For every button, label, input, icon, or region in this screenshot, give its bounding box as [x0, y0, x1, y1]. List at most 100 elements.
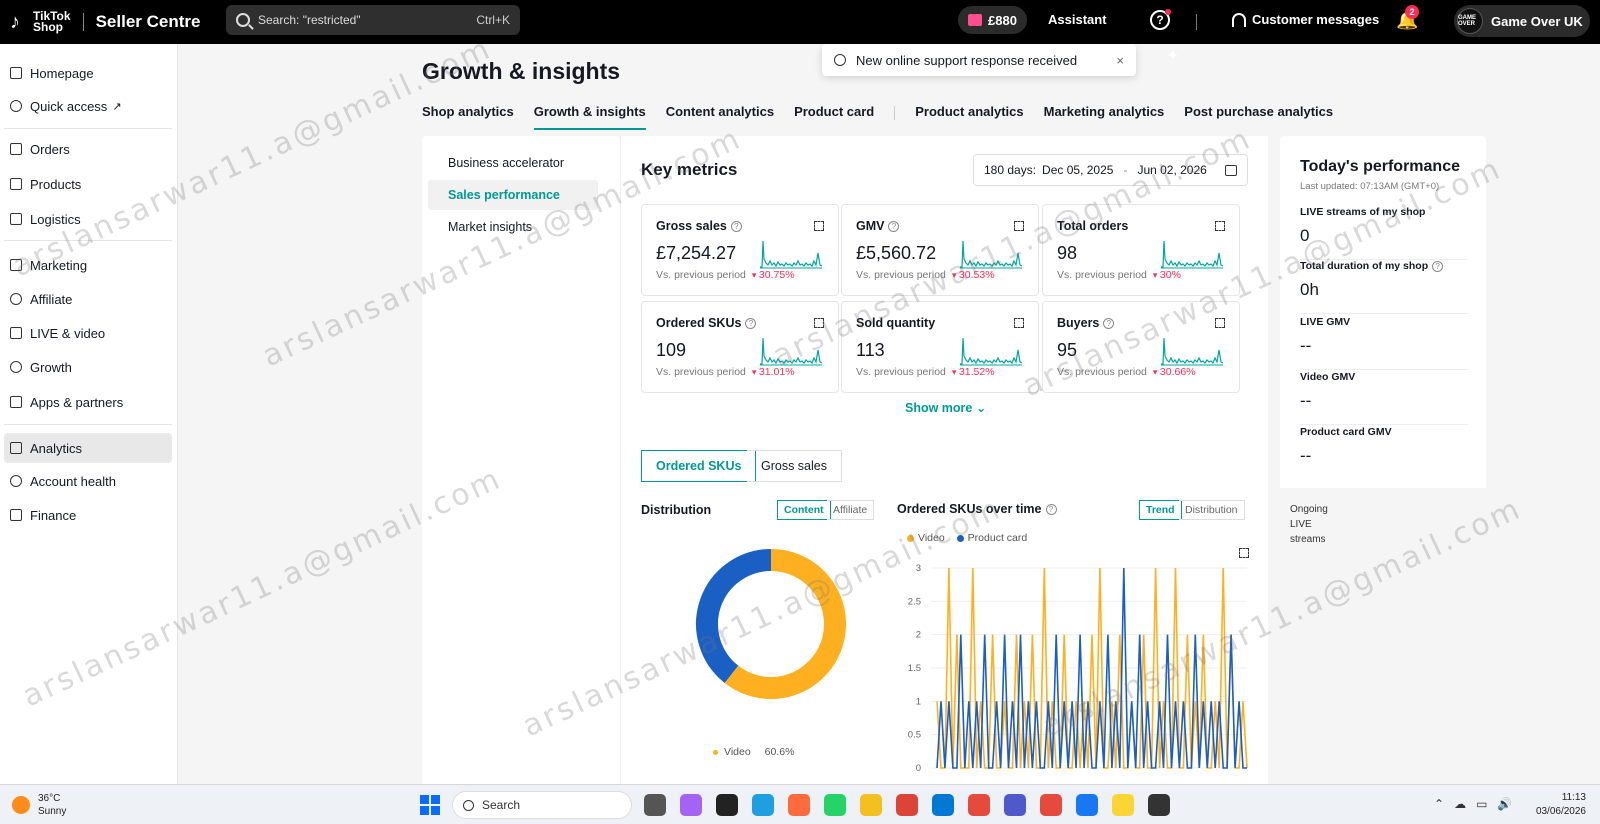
expand-icon[interactable]: [1215, 318, 1225, 328]
segment-gross-sales[interactable]: Gross sales: [747, 450, 842, 482]
subnav-market-insights[interactable]: Market insights: [448, 220, 533, 234]
network-icon[interactable]: ▭: [1476, 797, 1488, 811]
taskbar-search[interactable]: Search: [452, 791, 632, 819]
range-label: 180 days:: [984, 163, 1037, 177]
sidebar-item-analytics[interactable]: Analytics: [4, 433, 172, 463]
sidebar-item-marketing[interactable]: Marketing: [4, 250, 172, 280]
sidebar-item-logistics[interactable]: Logistics: [4, 204, 172, 234]
balance-button[interactable]: £880: [958, 6, 1027, 34]
help-icon[interactable]: ?: [1432, 260, 1444, 272]
weather-widget[interactable]: 36°C Sunny: [12, 792, 66, 818]
sidebar-item-finance[interactable]: Finance: [4, 500, 172, 530]
subnav-business-accelerator[interactable]: Business accelerator: [448, 156, 565, 170]
expand-icon[interactable]: [814, 318, 824, 328]
teams-icon[interactable]: [1004, 794, 1026, 816]
chatgpt-icon[interactable]: [716, 794, 738, 816]
clock-date: 03/06/2026: [1535, 806, 1586, 817]
help-icon[interactable]: ?: [745, 317, 757, 329]
metric-sparkline: [760, 240, 822, 269]
tab-marketing-analytics[interactable]: Marketing analytics: [1043, 104, 1165, 119]
legend-item[interactable]: Product card: [956, 532, 1027, 544]
subnav-sales-performance[interactable]: Sales performance: [428, 180, 598, 210]
close-icon[interactable]: ×: [1116, 52, 1124, 68]
account-menu[interactable]: GAME OVER Game Over UK: [1454, 5, 1590, 37]
distribution-tab-affiliate[interactable]: Affiliate: [827, 500, 875, 520]
sidebar-item-homepage[interactable]: Homepage: [4, 58, 172, 88]
expand-icon[interactable]: [1014, 221, 1024, 231]
chrome-profile-icon[interactable]: [968, 794, 990, 816]
show-more-button[interactable]: Show more ⌄: [905, 401, 987, 415]
segment-ordered-skus[interactable]: Ordered SKUs: [641, 450, 757, 482]
distribution-tab-content[interactable]: Content: [777, 500, 831, 520]
notification-badge: 2: [1405, 5, 1419, 19]
assistant-button[interactable]: ✦ Assistant: [1048, 12, 1179, 65]
tab-content-analytics[interactable]: Content analytics: [665, 104, 775, 119]
sidebar-item-growth[interactable]: Growth: [4, 352, 172, 382]
help-icon[interactable]: ?: [730, 220, 742, 232]
help-icon[interactable]: ?: [1103, 317, 1115, 329]
legend-item[interactable]: Video: [907, 532, 945, 544]
gift-icon: [968, 14, 982, 26]
tab-product-analytics[interactable]: Product analytics: [915, 104, 1024, 119]
chevron-up-icon[interactable]: ⌃: [1434, 797, 1445, 811]
file-explorer-icon[interactable]: [860, 794, 882, 816]
tiktok-shop-logo[interactable]: ♪ TikTok Shop Seller Centre: [10, 10, 200, 33]
system-tray[interactable]: ⌃ ☁ ▭ 🔊: [1434, 797, 1512, 811]
customer-messages-button[interactable]: Customer messages: [1232, 12, 1379, 27]
cloud-icon[interactable]: ☁: [1454, 797, 1467, 811]
expand-icon[interactable]: [1014, 318, 1024, 328]
metric-comparison: Vs. previous period 31.01%: [656, 366, 795, 378]
help-icon[interactable]: ?: [1045, 503, 1057, 515]
help-icon[interactable]: ?: [888, 220, 900, 232]
performance-value: --: [1300, 391, 1312, 410]
over-time-tab-trend[interactable]: Trend: [1139, 500, 1182, 520]
over-time-tab-distribution[interactable]: Distribution: [1179, 500, 1245, 520]
metric-card[interactable]: Gross sales? £7,254.27 Vs. previous period…: [641, 204, 839, 296]
sidebar-item-quick-access[interactable]: Quick access ↗: [4, 91, 172, 121]
tab-shop-analytics[interactable]: Shop analytics: [422, 104, 514, 119]
metric-card[interactable]: Ordered SKUs? 109 Vs. previous period 31.01…: [641, 301, 839, 393]
sidebar-item-apps-partners[interactable]: Apps & partners: [4, 387, 172, 417]
expand-icon[interactable]: [1215, 221, 1225, 231]
expand-icon[interactable]: [814, 221, 824, 231]
sidebar-divider: [4, 128, 172, 129]
terminal-icon[interactable]: [1148, 794, 1170, 816]
expand-icon[interactable]: [1239, 548, 1249, 558]
metric-card[interactable]: Sold quantity 113 Vs. previous period 31.52…: [841, 301, 1039, 393]
volume-icon[interactable]: 🔊: [1497, 797, 1513, 811]
whatsapp-icon[interactable]: [824, 794, 846, 816]
outlook-icon[interactable]: [932, 794, 954, 816]
sidebar-item-affiliate[interactable]: Affiliate: [4, 284, 172, 314]
sidebar: Homepage Quick access ↗ Orders Products L…: [0, 44, 178, 784]
task-view-icon[interactable]: [644, 794, 666, 816]
metric-title: Gross sales?: [656, 219, 742, 233]
metric-change: 30%: [1153, 269, 1181, 281]
megaphone-icon: [10, 259, 22, 271]
app-icon-2[interactable]: [1076, 794, 1098, 816]
copilot-icon[interactable]: [680, 794, 702, 816]
sticky-notes-icon[interactable]: [1112, 794, 1134, 816]
sidebar-item-account-health[interactable]: Account health: [4, 466, 172, 496]
help-icon[interactable]: ?: [1150, 9, 1171, 30]
sidebar-item-orders[interactable]: Orders: [4, 134, 172, 164]
chrome-profile-2-icon[interactable]: [1040, 794, 1062, 816]
assistant-label: Assistant: [1048, 12, 1107, 27]
metric-card[interactable]: GMV? £5,560.72 Vs. previous period 30.53%: [841, 204, 1039, 296]
sidebar-item-live-video[interactable]: LIVE & video: [4, 318, 172, 348]
tab-growth-insights[interactable]: Growth & insights: [533, 104, 646, 130]
search-shortcut: Ctrl+K: [476, 13, 510, 27]
tab-post-purchase-analytics[interactable]: Post purchase analytics: [1184, 104, 1334, 119]
tab-product-card[interactable]: Product card: [794, 104, 875, 119]
date-range-picker[interactable]: 180 days: Dec 05, 2025 - Jun 02, 2026: [973, 154, 1248, 186]
sidebar-item-products[interactable]: Products: [4, 169, 172, 199]
sidebar-item-label: Orders: [30, 141, 70, 157]
edge-icon[interactable]: [752, 794, 774, 816]
metric-card[interactable]: Buyers? 95 Vs. previous period 30.66%: [1042, 301, 1240, 393]
app-icon[interactable]: [788, 794, 810, 816]
windows-start-icon[interactable]: [420, 795, 440, 815]
system-clock[interactable]: 11:13 03/06/2026: [1520, 791, 1586, 819]
sidebar-item-label: Affiliate: [30, 291, 73, 307]
metric-card[interactable]: Total orders 98 Vs. previous period 30%: [1042, 204, 1240, 296]
global-search-input[interactable]: Search: "restricted" Ctrl+K: [226, 5, 520, 35]
chrome-icon[interactable]: [896, 794, 918, 816]
